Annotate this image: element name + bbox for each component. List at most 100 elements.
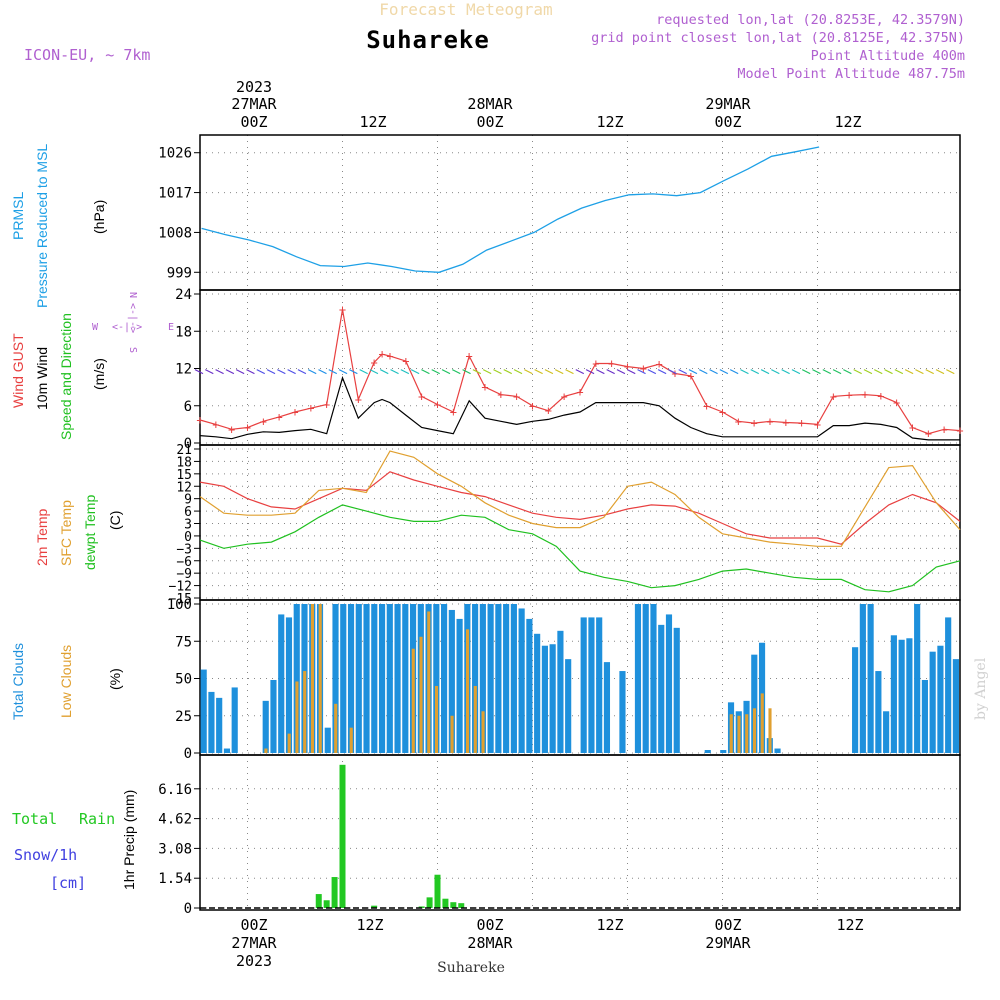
top-year: 2023 [236,78,272,96]
low-cloud-bar [295,681,299,753]
gust-marker: + [861,388,868,402]
total-cloud-bar [394,604,401,753]
wind-arrow [946,369,955,375]
wind-arrow [246,369,255,375]
total-cloud-bar [285,617,293,753]
y-tick-label: −9 [176,567,192,582]
top-time-axis: 2023 27MAR 00Z 12Z 28MAR 00Z 12Z 29MAR 0… [231,78,861,131]
bottom-hour-5: 12Z [836,916,863,934]
wind-arrow [390,369,399,375]
total-cloud-bar [704,750,711,753]
requested-coords: requested lon,lat (20.8253E, 42.3579N) [656,12,965,28]
wind-arrow [863,369,873,375]
total-clouds-label: Total Clouds [10,643,26,720]
wind-arrow [740,369,749,375]
wind-compass: W <-|-> E N <-|-> S [92,292,174,353]
wind-arrow [472,369,482,375]
wind-arrow [256,369,266,375]
gust-marker: + [291,405,298,419]
panel-frame [199,134,961,291]
gust-marker: + [624,360,631,374]
total-cloud-bar [518,608,525,753]
wind-arrow [935,369,945,375]
rain-bar [315,894,322,908]
top-hour-4: 00Z [714,113,741,131]
wind-arrow [421,369,430,375]
top-date-2: 28MAR [467,95,513,113]
snow-label: Snow/1h [14,846,77,864]
y-tick-label: 1008 [158,225,192,241]
y-tick-label: 6 [184,399,192,415]
y-tick-label: 18 [175,324,192,340]
panel-clouds: 0 25 50 75 100 [167,597,961,762]
gust-marker: + [576,385,583,399]
temp2m-label: 2m Temp [34,508,50,566]
total-cloud-bar [479,604,486,753]
total-cloud-bar [378,604,386,753]
gust-marker: + [481,380,488,394]
y-tick-label: 4.62 [158,812,192,828]
gust-marker: + [497,388,504,402]
wind-arrow [585,369,595,375]
wind-arrow [235,369,245,375]
total-cloud-bar [914,604,921,753]
wind-arrow [771,369,780,375]
total-cloud-bar [952,659,959,753]
total-cloud-bar [906,638,913,753]
gust-line [199,309,961,435]
wind-arrow [812,369,821,375]
gust-marker: + [782,416,789,430]
wind-arrow [575,369,585,375]
gust-marker: + [656,357,663,371]
total-cloud-bar [650,604,657,753]
rain-bar [426,897,433,908]
wind-arrow [524,369,533,375]
gust-marker: + [378,347,385,361]
panel-frame [199,754,961,911]
gust-marker: + [244,420,251,434]
grid-point-coords: grid point closest lon,lat (20.8125E, 42… [591,30,965,46]
gust-marker: + [434,398,441,412]
wind-line [199,375,960,441]
gust-marker: + [371,355,378,369]
total-cloud-bar [510,604,517,753]
y-tick-label: 1026 [158,146,192,162]
wind-arrow [750,369,760,375]
wind-arrow [626,369,636,375]
pressure-unit: (hPa) [91,200,107,234]
wind-arrow [431,369,440,375]
footer-location: Suhareke [437,960,505,976]
y-tick-label: 24 [175,287,192,303]
panel-frame [199,289,961,446]
bottom-time-axis: 00Z 27MAR 2023 12Z 00Z 28MAR 12Z 00Z 29M… [231,916,863,970]
gust-marker: + [212,417,219,431]
wind-arrow [678,369,687,375]
total-cloud-bar [441,604,448,753]
gust-marker: + [830,389,837,403]
wind-arrow [801,369,811,375]
rain-bar [323,900,330,908]
gust-marker: + [766,414,773,428]
total-cloud-bar [487,604,494,753]
temp-unit: (C) [107,511,123,530]
total-cloud-bar [859,604,866,753]
bottom-hour-4: 00Z [714,916,741,934]
wind-arrow [925,369,934,375]
wind-arrow [832,369,842,375]
wind-arrow [359,369,368,375]
total-cloud-bar [503,604,510,753]
gust-marker: + [307,401,314,415]
low-cloud-bar [264,748,268,753]
wind-arrow [853,369,862,375]
gust-label: Wind GUST [10,333,26,408]
y-tick-label: 0 [184,901,192,917]
bottom-date-2: 28MAR [467,934,513,952]
low-cloud-bar [760,693,764,753]
model-label: ICON-EU, ~ 7km [24,46,150,64]
gust-marker: + [877,389,884,403]
wind-arrow [791,369,801,375]
precip-unit: 1hr Precip (mm) [121,790,137,890]
total-cloud-bar [890,635,897,753]
gust-marker: + [941,422,948,436]
